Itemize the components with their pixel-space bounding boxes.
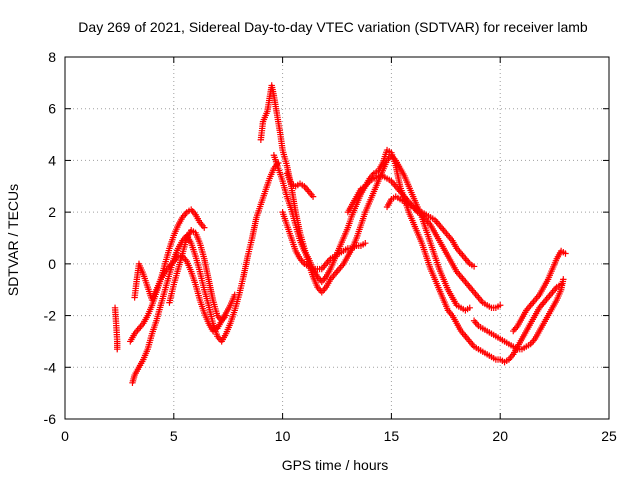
series-track-7 [270,146,565,366]
y-tick-label: 0 [48,256,56,272]
series-track-11 [383,193,478,270]
plot-frame [64,56,610,420]
data-point [222,312,230,319]
series-layer [111,82,569,386]
y-tick-label: -2 [44,308,57,324]
data-point [470,263,478,270]
chart-title: Day 269 of 2021, Sidereal Day-to-day VTE… [78,19,588,35]
x-tick-label: 0 [61,428,69,444]
series-track-9 [283,170,317,200]
series-track-5 [166,227,230,324]
series-track-4 [131,252,238,335]
data-point [231,291,238,299]
y-tick-label: 2 [48,204,56,220]
x-tick-label: 20 [492,428,508,444]
y-tick-label: 8 [48,49,56,65]
data-point [309,193,317,200]
y-tick-label: 4 [48,152,56,168]
grid-layer [65,57,609,419]
x-tick-label: 5 [170,428,178,444]
data-point [497,302,504,309]
y-axis-label: SDTVAR / TECUs [5,184,21,296]
data-point [466,304,473,312]
data-point [562,250,569,257]
y-tick-label: -6 [44,411,57,427]
x-tick-label: 10 [275,428,291,444]
series-track-2 [129,159,282,386]
series-track-10 [344,172,504,312]
x-axis-label: GPS time / hours [282,457,389,473]
series-track-12 [470,276,567,353]
tick-layer: 0 5 10 15 20 25 -6 -4 -2 0 2 4 6 8 [44,49,617,444]
data-point [560,276,567,283]
data-point [362,239,369,247]
series-track-8 [279,208,369,273]
y-tick-label: -4 [44,359,57,375]
series-track-13 [510,247,569,335]
series-track-1 [111,304,121,353]
x-tick-label: 25 [601,428,617,444]
data-point [114,345,121,353]
y-tick-label: 6 [48,101,56,117]
series-track-6 [257,82,473,314]
x-tick-label: 15 [384,428,400,444]
data-point [201,224,208,231]
